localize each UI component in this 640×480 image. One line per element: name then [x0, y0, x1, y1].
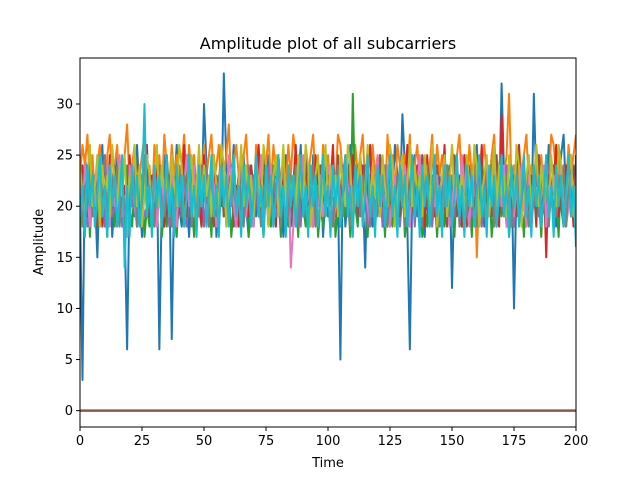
y-tick-label: 10 [56, 302, 73, 317]
x-tick-label: 50 [196, 434, 213, 449]
y-axis: 0 5 10 15 20 25 30 [56, 97, 80, 419]
x-tick-label: 125 [378, 434, 403, 449]
y-tick-label: 30 [56, 97, 73, 112]
x-axis-title: Time [311, 456, 344, 471]
y-tick-label: 20 [56, 200, 73, 215]
series-line-10 [80, 103, 576, 269]
y-tick-label: 5 [65, 353, 73, 368]
x-tick-label: 100 [316, 434, 341, 449]
y-axis-title: Amplitude [32, 209, 47, 276]
x-tick-label: 175 [502, 434, 527, 449]
y-tick-label: 25 [56, 149, 73, 164]
x-tick-label: 150 [440, 434, 465, 449]
x-tick-label: 25 [134, 434, 151, 449]
x-tick-label: 200 [564, 434, 589, 449]
y-tick-label: 15 [56, 251, 73, 266]
y-tick-label: 0 [65, 404, 73, 419]
x-axis: 0 25 50 75 100 125 150 175 200 [76, 427, 589, 449]
x-tick-label: 0 [76, 434, 84, 449]
x-tick-label: 75 [258, 434, 275, 449]
chart-title: Amplitude plot of all subcarriers [200, 34, 456, 53]
series-lines [80, 72, 576, 381]
